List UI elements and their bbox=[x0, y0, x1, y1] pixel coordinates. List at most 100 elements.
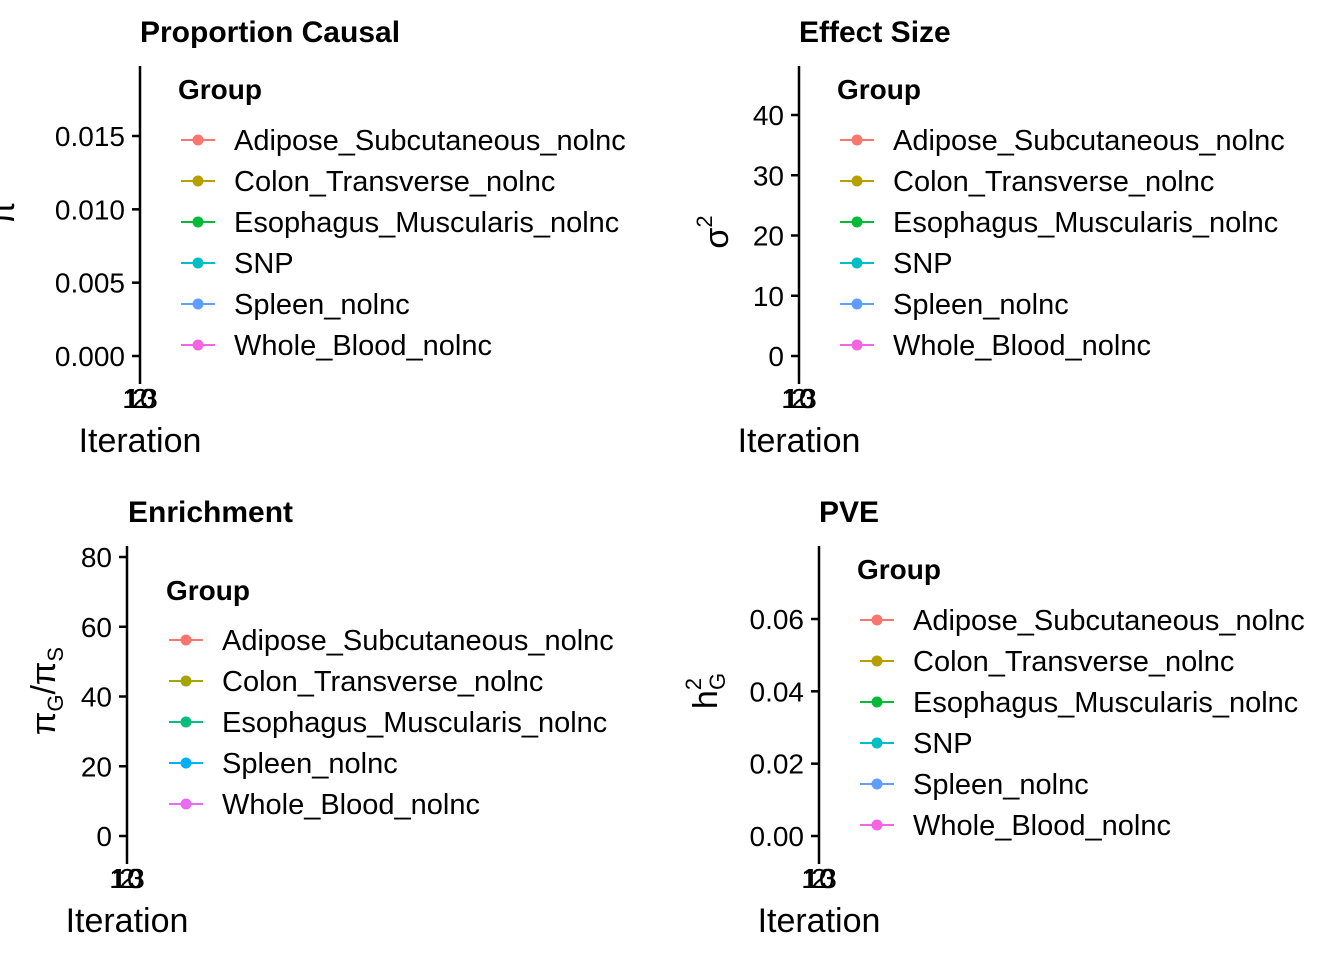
legend-label: Adipose_Subcutaneous_nolnc bbox=[234, 125, 626, 157]
panel-title: Effect Size bbox=[799, 16, 951, 49]
y-tick-label: 60 bbox=[81, 612, 112, 643]
x-tick-label: 10 bbox=[111, 863, 142, 894]
y-axis-superscript: 2 bbox=[681, 678, 706, 690]
legend-item: Colon_Transverse_nolnc bbox=[840, 166, 1214, 198]
legend-key-point bbox=[851, 134, 863, 146]
legend: Group Adipose_Subcutaneous_nolnc Colon_Tra… bbox=[837, 74, 1285, 362]
legend-item: Spleen_nolnc bbox=[840, 289, 1069, 321]
legend-key-point bbox=[851, 257, 863, 269]
legend-label: Whole_Blood_nolnc bbox=[913, 810, 1171, 842]
legend-label: Colon_Transverse_nolnc bbox=[234, 166, 555, 198]
y-tick-label: 0.02 bbox=[750, 749, 805, 780]
y-axis-denominator-subscript: S bbox=[43, 647, 68, 662]
x-axis-title: Iteration bbox=[738, 422, 861, 460]
legend: Group Adipose_Subcutaneous_nolnc Colon_Tra… bbox=[178, 74, 626, 362]
legend-key-point bbox=[192, 298, 204, 310]
legend-label: SNP bbox=[893, 248, 953, 280]
legend-key-point bbox=[871, 614, 883, 626]
legend-label: Colon_Transverse_nolnc bbox=[222, 666, 543, 698]
y-axis-symbol: h bbox=[687, 690, 725, 709]
legend-label: Spleen_nolnc bbox=[222, 748, 398, 780]
legend-item: Colon_Transverse_nolnc bbox=[169, 666, 543, 698]
panel-2: Enrichment02040608012310IterationπG/πSGr… bbox=[25, 496, 614, 940]
legend-item: Esophagus_Muscularis_nolnc bbox=[181, 207, 619, 239]
legend-key-point bbox=[180, 716, 192, 728]
y-tick-label: 20 bbox=[753, 221, 784, 252]
y-tick-label: 40 bbox=[753, 100, 784, 131]
panel-title: Enrichment bbox=[128, 496, 293, 529]
y-axis-fraction-slash: / bbox=[25, 685, 63, 695]
x-axis-title: Iteration bbox=[79, 422, 202, 460]
y-tick-label: 0.010 bbox=[55, 194, 125, 225]
y-tick-label: 0.005 bbox=[55, 268, 125, 299]
legend: Group Adipose_Subcutaneous_nolnc Colon_Tra… bbox=[857, 554, 1305, 842]
legend-item: Adipose_Subcutaneous_nolnc bbox=[860, 605, 1305, 637]
legend-key-point bbox=[180, 634, 192, 646]
legend-label: Adipose_Subcutaneous_nolnc bbox=[913, 605, 1305, 637]
legend-label: Esophagus_Muscularis_nolnc bbox=[222, 707, 607, 739]
y-tick-label: 0.04 bbox=[750, 676, 805, 707]
y-axis-title: σ2 bbox=[692, 215, 736, 248]
legend-title: Group bbox=[837, 74, 921, 105]
legend-key-point bbox=[851, 298, 863, 310]
y-tick-label: 0.015 bbox=[55, 121, 125, 152]
x-tick-label: 2 bbox=[119, 863, 135, 894]
x-tick-label: 1 bbox=[801, 863, 817, 894]
y-axis-symbol: π bbox=[25, 712, 63, 735]
legend-item: Spleen_nolnc bbox=[181, 289, 410, 321]
legend-label: Esophagus_Muscularis_nolnc bbox=[893, 207, 1278, 239]
y-axis-title: π bbox=[0, 201, 22, 224]
legend-title: Group bbox=[857, 554, 941, 585]
legend-item: Esophagus_Muscularis_nolnc bbox=[169, 707, 607, 739]
x-tick-label: 3 bbox=[821, 863, 837, 894]
legend-key-point bbox=[871, 655, 883, 667]
legend-key-point bbox=[192, 257, 204, 269]
legend-item: SNP bbox=[840, 248, 953, 280]
y-tick-label: 0.000 bbox=[55, 341, 125, 372]
legend-item: Adipose_Subcutaneous_nolnc bbox=[169, 625, 614, 657]
legend-item: SNP bbox=[860, 728, 973, 760]
legend-label: Spleen_nolnc bbox=[893, 289, 1069, 321]
y-axis-denominator: π bbox=[25, 662, 63, 685]
legend-label: SNP bbox=[913, 728, 973, 760]
legend-label: Spleen_nolnc bbox=[913, 769, 1089, 801]
legend-label: Esophagus_Muscularis_nolnc bbox=[913, 687, 1298, 719]
legend-key-point bbox=[192, 134, 204, 146]
x-tick-label: 2 bbox=[132, 383, 148, 414]
legend-item: Adipose_Subcutaneous_nolnc bbox=[840, 125, 1285, 157]
x-tick-label: 1 bbox=[109, 863, 125, 894]
x-tick-label: 10 bbox=[803, 863, 834, 894]
x-tick-label: 3 bbox=[801, 383, 817, 414]
x-tick-label: 2 bbox=[791, 383, 807, 414]
x-axis-title: Iteration bbox=[66, 902, 189, 940]
y-axis-subscript: G bbox=[43, 695, 68, 712]
legend: Group Adipose_Subcutaneous_nolnc Colon_Tra… bbox=[166, 575, 614, 821]
y-axis-symbol: π bbox=[0, 201, 22, 224]
legend-title: Group bbox=[178, 74, 262, 105]
x-tick-label: 10 bbox=[124, 383, 155, 414]
x-tick-label: 3 bbox=[142, 383, 158, 414]
legend-key-point bbox=[871, 696, 883, 708]
panel-title: Proportion Causal bbox=[140, 16, 400, 49]
legend-item: Whole_Blood_nolnc bbox=[860, 810, 1171, 842]
legend-key-point bbox=[851, 175, 863, 187]
legend-label: Whole_Blood_nolnc bbox=[234, 330, 492, 362]
legend-label: Adipose_Subcutaneous_nolnc bbox=[893, 125, 1285, 157]
y-tick-label: 0 bbox=[96, 821, 112, 852]
legend-item: Spleen_nolnc bbox=[169, 748, 398, 780]
y-axis-title: πG/πS bbox=[25, 647, 68, 735]
y-axis-subscript: G bbox=[705, 673, 730, 690]
x-tick-label: 2 bbox=[811, 863, 827, 894]
y-tick-label: 40 bbox=[81, 682, 112, 713]
legend-title: Group bbox=[166, 575, 250, 606]
legend-label: Colon_Transverse_nolnc bbox=[913, 646, 1234, 678]
y-tick-label: 0 bbox=[768, 341, 784, 372]
y-tick-label: 80 bbox=[81, 542, 112, 573]
x-tick-label: 3 bbox=[129, 863, 145, 894]
legend-key-point bbox=[851, 339, 863, 351]
y-axis-superscript: 2 bbox=[692, 215, 717, 227]
y-tick-label: 10 bbox=[753, 281, 784, 312]
legend-key-point bbox=[180, 757, 192, 769]
y-tick-label: 20 bbox=[81, 751, 112, 782]
